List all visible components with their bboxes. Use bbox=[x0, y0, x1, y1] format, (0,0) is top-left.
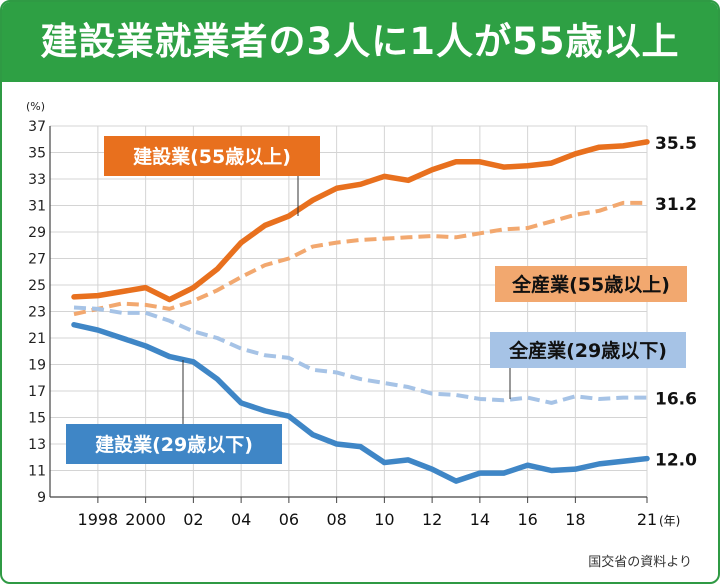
y-tick-label: 37 bbox=[28, 119, 46, 135]
y-tick-label: 27 bbox=[28, 252, 46, 268]
x-tick-label: 12 bbox=[422, 510, 442, 529]
series-line-3 bbox=[71, 322, 650, 484]
end-value-label-1: 31.2 bbox=[655, 195, 697, 215]
y-tick-label: 35 bbox=[28, 146, 46, 162]
legend-box-0 bbox=[104, 136, 320, 176]
source-note: 国交省の資料より bbox=[588, 555, 692, 570]
end-label-layer: 35.5 31.2 16.6 12.0 bbox=[655, 134, 697, 471]
y-tick-label: 13 bbox=[28, 437, 46, 453]
legend-label-2: 全産業(29歳以下) bbox=[508, 339, 667, 362]
x-axis-unit: (年) bbox=[659, 514, 680, 528]
legend-label-3: 建設業(29歳以下) bbox=[95, 433, 253, 456]
legend-box-2 bbox=[490, 332, 686, 368]
y-tick-label: 31 bbox=[28, 199, 46, 215]
legend-box-1 bbox=[495, 266, 687, 302]
chart-title: 建設業就業者の3人に1人が55歳以上 bbox=[40, 20, 680, 63]
legend-label-0: 建設業(55歳以上) bbox=[133, 145, 291, 168]
legend-layer: 建設業(55歳以上) 全産業(55歳以上) 全産業(29歳以下) 建設業(29歳以下) bbox=[66, 136, 687, 464]
x-tick-label: 1998 bbox=[78, 510, 119, 529]
legend-box-3 bbox=[66, 424, 282, 464]
x-tick-label: 02 bbox=[183, 510, 203, 529]
y-tick-label: 33 bbox=[28, 172, 46, 188]
y-axis-unit: (%) bbox=[26, 100, 45, 113]
y-tick-label: 25 bbox=[28, 278, 46, 294]
series-layer bbox=[71, 139, 650, 484]
x-tick-label: 06 bbox=[279, 510, 299, 529]
series-line-2 bbox=[73, 305, 647, 405]
x-tick-label: 18 bbox=[565, 510, 585, 529]
legend-label-1: 全産業(55歳以上) bbox=[511, 273, 670, 296]
end-value-label-0: 35.5 bbox=[655, 134, 697, 154]
x-tick-label: 08 bbox=[326, 510, 346, 529]
end-value-label-3: 12.0 bbox=[655, 451, 697, 471]
series-line-0 bbox=[71, 139, 650, 303]
x-tick-label: 16 bbox=[517, 510, 537, 529]
y-tick-label: 17 bbox=[28, 384, 46, 400]
y-tick-label: 9 bbox=[37, 490, 46, 506]
y-tick-label: 29 bbox=[28, 225, 46, 241]
end-value-label-2: 16.6 bbox=[655, 390, 697, 410]
axes: 9 11 13 15 17 19 21 23 25 27 29 31 33 35 37 (%) 1998 2000… bbox=[26, 100, 680, 529]
y-tick-label: 11 bbox=[28, 464, 46, 480]
y-tick-label: 23 bbox=[28, 305, 46, 321]
x-tick-label: 2000 bbox=[125, 510, 166, 529]
x-tick-label: 10 bbox=[374, 510, 394, 529]
x-tick-label: 21 bbox=[637, 510, 657, 529]
title-bar bbox=[2, 2, 718, 82]
x-tick-label: 14 bbox=[470, 510, 490, 529]
x-tick-label: 04 bbox=[231, 510, 251, 529]
y-tick-label: 21 bbox=[28, 331, 46, 347]
y-tick-label: 19 bbox=[28, 358, 46, 374]
y-tick-label: 15 bbox=[28, 411, 46, 427]
series-line-1 bbox=[73, 200, 647, 317]
